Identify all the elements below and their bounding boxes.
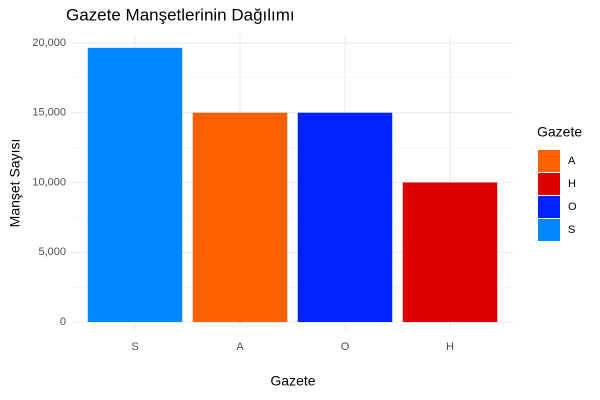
x-axis-title: Gazete — [270, 373, 315, 389]
y-tick-label: 20,000 — [32, 37, 66, 49]
chart-title: Gazete Manşetlerinin Dağılımı — [66, 5, 295, 24]
legend-swatch — [538, 219, 560, 241]
x-tick-label: S — [131, 341, 138, 353]
y-tick-label: 10,000 — [32, 176, 66, 188]
legend-title: Gazete — [537, 124, 582, 140]
y-tick-label: 0 — [60, 316, 66, 328]
x-tick-label: O — [341, 341, 350, 353]
bar — [87, 47, 183, 323]
legend-swatch — [538, 196, 560, 218]
legend-label: H — [568, 178, 576, 190]
legend-label: S — [568, 224, 575, 236]
x-tick-label: A — [236, 341, 244, 353]
legend-swatch — [538, 173, 560, 195]
bar — [192, 112, 288, 323]
y-axis-title: Manşet Sayısı — [7, 139, 23, 228]
y-tick-label: 15,000 — [32, 107, 66, 119]
legend-label: O — [568, 201, 577, 213]
legend-swatch — [538, 150, 560, 172]
legend-label: A — [568, 155, 576, 167]
y-tick-label: 5,000 — [38, 246, 66, 258]
x-tick-label: H — [446, 341, 454, 353]
bar — [402, 182, 498, 323]
bar — [297, 112, 393, 323]
